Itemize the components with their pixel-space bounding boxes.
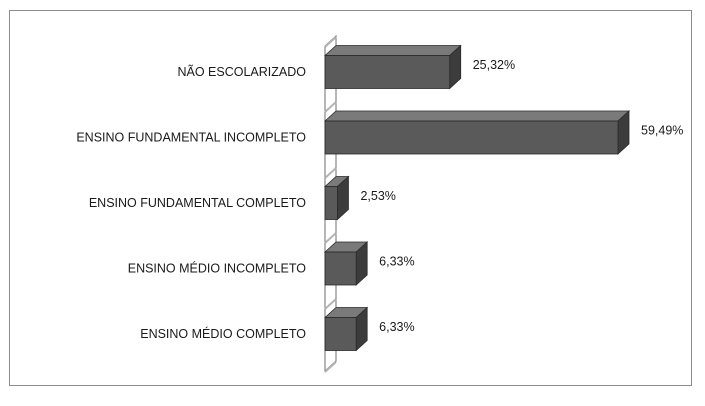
- bar: [323, 110, 631, 155]
- bar: [323, 175, 350, 221]
- bar: [323, 241, 369, 286]
- bar-front-face: [324, 317, 357, 351]
- value-labels-group: 25,32% 59,49% 2,53% 6,33% 6,33%: [360, 58, 683, 334]
- bar-top-face: [323, 110, 631, 122]
- bar-top-face: [323, 45, 462, 56]
- value-label: 6,33%: [379, 320, 414, 334]
- value-label: 25,32%: [473, 58, 515, 72]
- category-labels-group: NÃO ESCOLARIZADO ENSINO FUNDAMENTAL INCOM…: [76, 65, 306, 341]
- category-label: NÃO ESCOLARIZADO: [178, 65, 307, 79]
- wall-tick: [324, 167, 337, 179]
- bars-group: [323, 44, 631, 352]
- bar-front-face: [324, 251, 357, 286]
- category-label: ENSINO MÉDIO COMPLETO: [140, 326, 306, 341]
- wall-tick: [324, 101, 337, 113]
- category-label: ENSINO MÉDIO INCOMPLETO: [128, 261, 307, 276]
- bar-front-face: [324, 186, 338, 220]
- category-label: ENSINO FUNDAMENTAL INCOMPLETO: [76, 131, 306, 145]
- bar: [323, 44, 462, 90]
- bar-front-face: [324, 120, 619, 155]
- category-label: ENSINO FUNDAMENTAL COMPLETO: [89, 196, 306, 210]
- wall-tick: [324, 232, 337, 244]
- value-label: 6,33%: [379, 255, 414, 269]
- wall-tick: [324, 361, 337, 373]
- value-label: 2,53%: [360, 189, 395, 203]
- value-label: 59,49%: [641, 124, 683, 138]
- bar-front-face: [324, 55, 451, 89]
- wall-tick: [324, 298, 337, 310]
- wall-tick: [324, 36, 337, 48]
- bar: [323, 306, 369, 352]
